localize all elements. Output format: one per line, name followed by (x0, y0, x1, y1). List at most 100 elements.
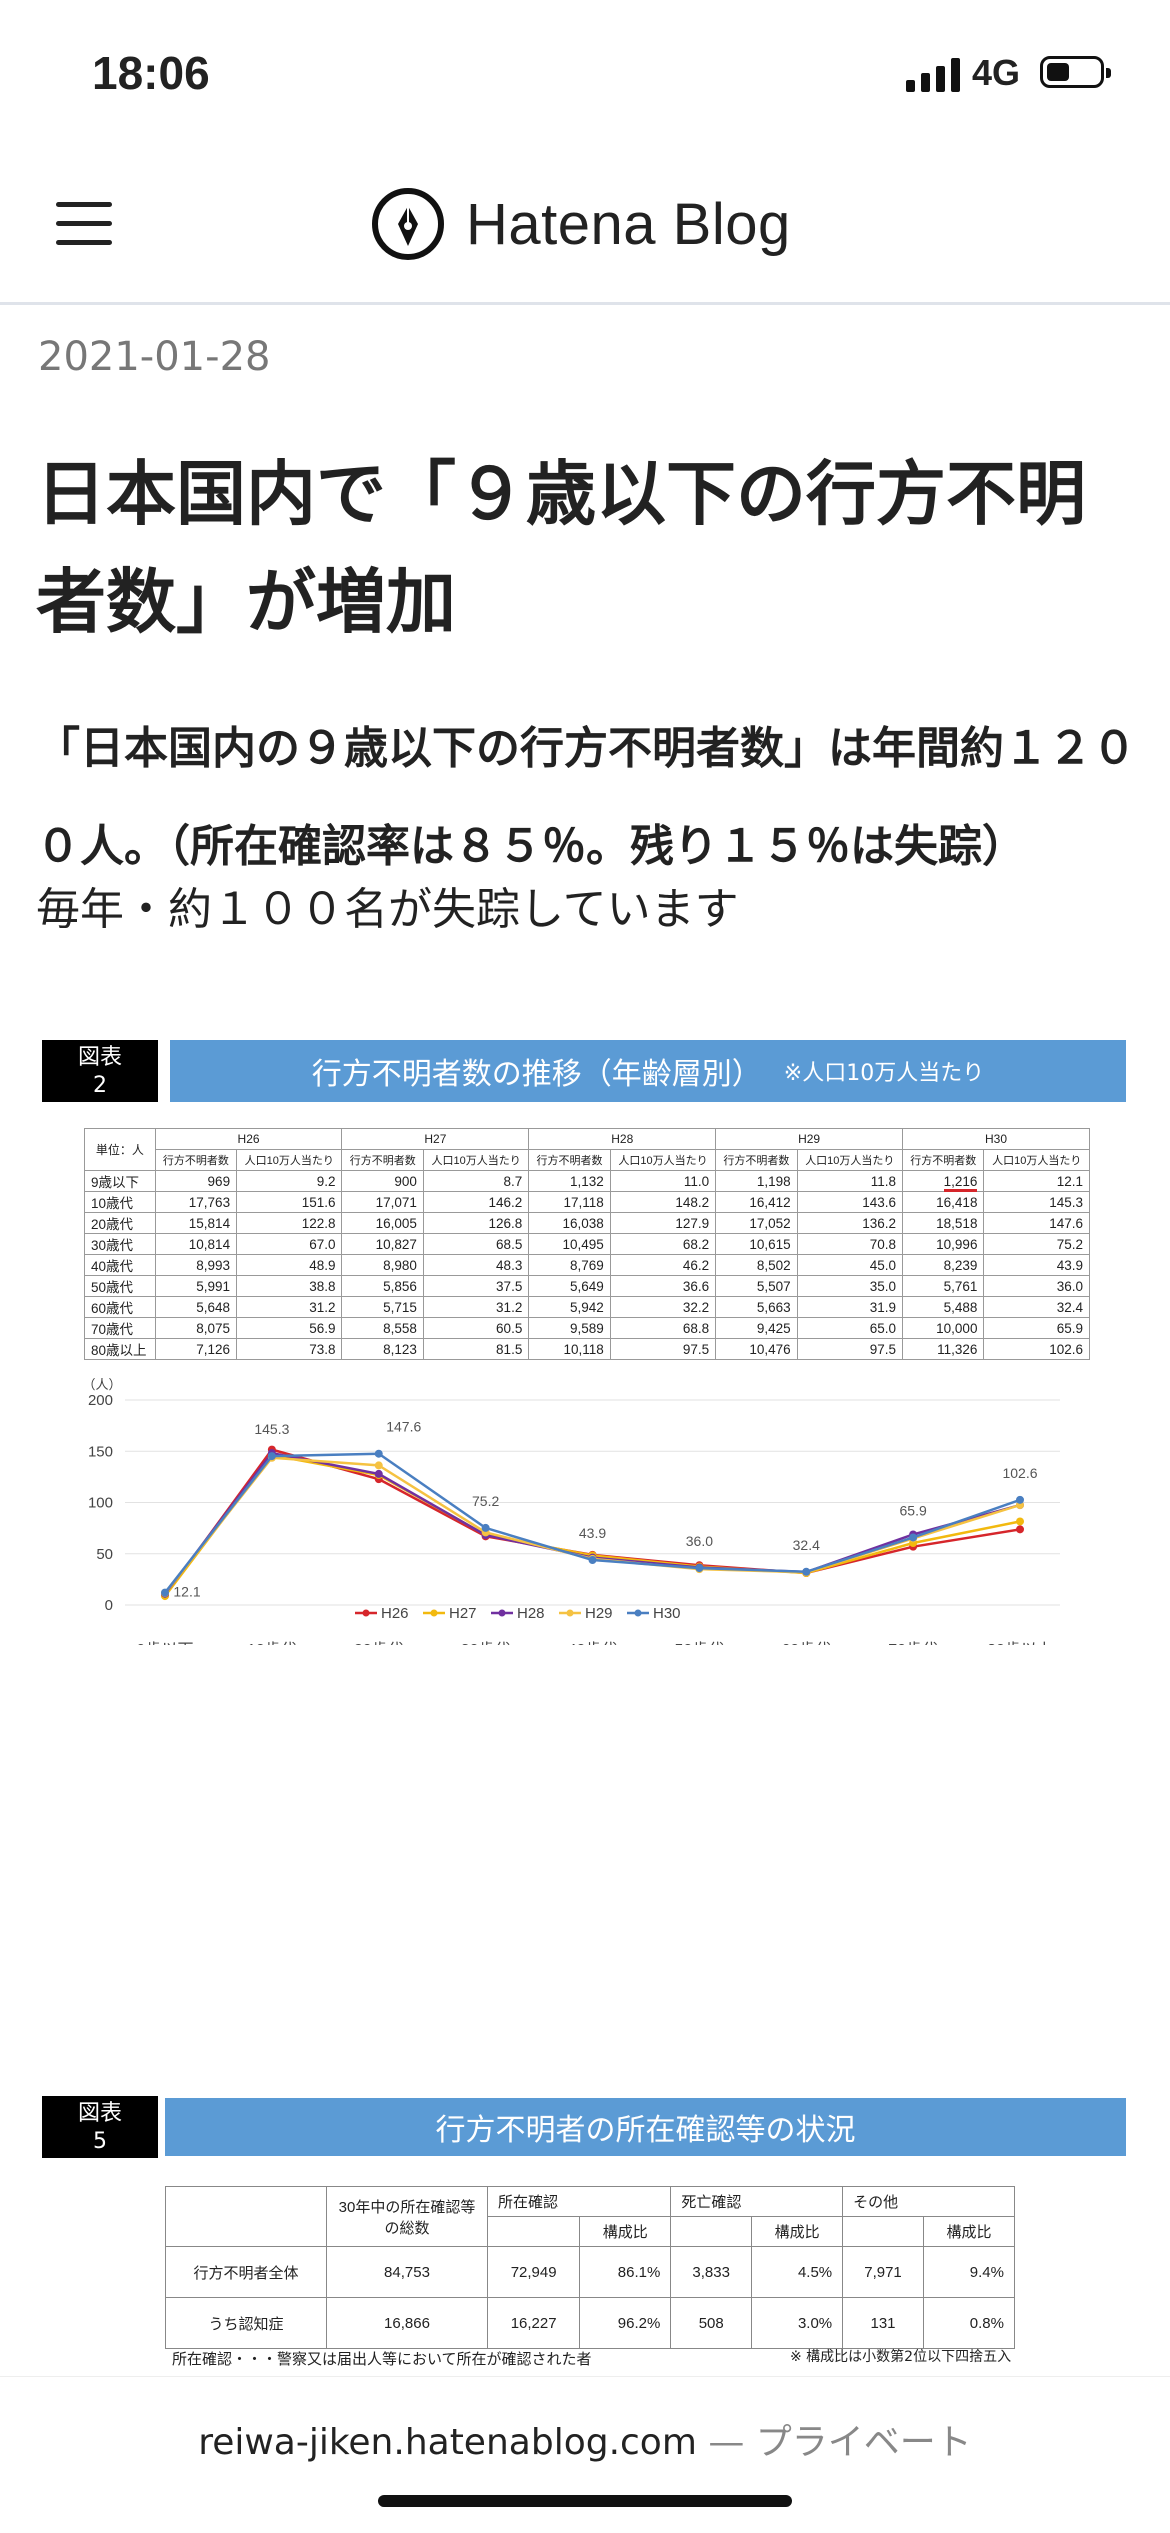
table-cell: 8,502 (715, 1254, 798, 1276)
cell-value: 8.7 (503, 1173, 523, 1189)
table-cell: 10,000 (902, 1317, 985, 1339)
cell-value: 65.0 (869, 1320, 897, 1336)
table-cell: 11,326 (902, 1338, 985, 1360)
table-cell: 143.6 (796, 1191, 904, 1213)
data-point-H30 (909, 1533, 918, 1542)
cell-value: 68.8 (682, 1320, 710, 1336)
footer-url[interactable]: reiwa-jiken.hatenablog.com (198, 2422, 697, 2463)
cell-value: 11.0 (683, 1173, 710, 1189)
x-tick-label: 50歳代 (674, 1641, 724, 1645)
data-point-H30 (161, 1588, 169, 1597)
table-cell: 8,769 (528, 1254, 611, 1276)
data-label: 43.9 (579, 1525, 606, 1541)
table-cell: 10,615 (715, 1233, 798, 1255)
x-tick-label: 9歳以下 (137, 1641, 194, 1645)
cell-value: 31.9 (869, 1299, 897, 1315)
table-cell: 17,763 (154, 1191, 238, 1213)
cell-value: 900 (394, 1173, 417, 1189)
table-cell: 10,476 (715, 1338, 798, 1360)
cell-value: 97.5 (869, 1341, 897, 1357)
figure-5-label: 図表 5 (42, 2096, 158, 2158)
table-cell: 48.9 (236, 1254, 343, 1276)
table-cell: 97.5 (796, 1338, 904, 1360)
cell-value: 102.6 (1049, 1341, 1083, 1357)
cell: 9.4% (922, 2246, 1016, 2298)
figure-label-line2: 2 (93, 1073, 107, 1098)
data-point-H30 (695, 1564, 704, 1573)
data-point-H30 (802, 1567, 811, 1576)
table-cell: 16,418 (902, 1191, 985, 1213)
head-ratio: 構成比 (922, 2216, 1016, 2247)
x-tick-label: 10歳代 (247, 1641, 297, 1645)
status-time: 18:06 (92, 47, 210, 99)
table-cell: 67.0 (236, 1233, 343, 1255)
table-cell: 46.2 (609, 1254, 717, 1276)
table-cell: 1,216 (902, 1170, 985, 1192)
cell-value: 10,118 (563, 1341, 604, 1357)
head-confirmed: 所在確認 (486, 2186, 672, 2217)
cell-value: 5,648 (196, 1299, 231, 1315)
cell: 86.1% (579, 2246, 672, 2298)
year-header: H26 (154, 1128, 343, 1150)
x-tick-label: 40歳代 (568, 1641, 618, 1645)
head-ratio: 構成比 (751, 2216, 844, 2247)
cell-value: 8,239 (943, 1257, 978, 1273)
head-other: その他 (842, 2186, 1015, 2217)
legend-label: H28 (517, 1605, 545, 1622)
data-point-H29 (374, 1461, 383, 1470)
pen-nib-icon (372, 188, 444, 260)
table-row: 9歳以下 969 9.2 900 8.7 1,132 11.0 1,198 11.8 1,216 1… (84, 1170, 1090, 1192)
subheader: 人口10万人当たり (609, 1149, 717, 1171)
data-point-H30 (374, 1449, 383, 1458)
legend-label: H30 (653, 1605, 681, 1622)
figure-5-note-right: ※ 構成比は小数第2位以下四捨五入 (790, 2349, 1012, 2365)
age-label: 20歳代 (84, 1212, 156, 1234)
table-cell: 969 (154, 1170, 238, 1192)
table-row: 30歳代 10,814 67.0 10,827 68.5 10,495 68.2 10,615… (84, 1233, 1090, 1255)
table-row: 行方不明者全体 84,753 72,949 86.1% 3,833 4.5% 7… (165, 2246, 1016, 2298)
table-cell: 127.9 (609, 1212, 717, 1234)
cell-value: 8,558 (383, 1320, 417, 1336)
cell: 131 (842, 2297, 924, 2349)
cell-value: 37.5 (496, 1278, 523, 1294)
table-cell: 18,518 (902, 1212, 985, 1234)
cell-value: 5,991 (196, 1278, 231, 1294)
legend-marker-H29 (566, 1609, 574, 1617)
table-cell: 900 (341, 1170, 424, 1192)
table-cell: 75.2 (983, 1233, 1090, 1255)
table-cell: 1,132 (528, 1170, 611, 1192)
table-cell: 31.9 (796, 1296, 904, 1318)
year-header: H27 (341, 1128, 530, 1150)
table-cell: 65.9 (983, 1317, 1090, 1339)
cell-value: 122.8 (301, 1215, 336, 1231)
table-cell: 5,507 (715, 1275, 798, 1297)
unit-label: 単位：人 (84, 1128, 156, 1171)
table-row: 60歳代 5,648 31.2 5,715 31.2 5,942 32.2 5,663 31.9… (84, 1296, 1090, 1318)
year-header: H28 (528, 1128, 717, 1150)
hatena-blog-logo[interactable]: Hatena Blog (372, 188, 791, 260)
home-indicator[interactable] (378, 2495, 792, 2507)
table-cell: 65.0 (796, 1317, 904, 1339)
legend-marker-H27 (430, 1609, 438, 1617)
age-label: 9歳以下 (84, 1170, 156, 1192)
figure-5-banner: 行方不明者の所在確認等の状況 (165, 2098, 1126, 2156)
legend-marker-H26 (362, 1609, 370, 1617)
table-cell: 8.7 (422, 1170, 530, 1192)
table-cell: 147.6 (983, 1212, 1090, 1234)
cell-value: 127.9 (675, 1215, 710, 1231)
cell-value: 32.2 (682, 1299, 710, 1315)
table-cell: 8,558 (341, 1317, 424, 1339)
cell-value: 45.0 (869, 1257, 897, 1273)
year-header: H29 (715, 1128, 904, 1150)
table-cell: 5,991 (154, 1275, 238, 1297)
table-cell: 1,198 (715, 1170, 798, 1192)
cell-value: 81.5 (496, 1341, 523, 1357)
table-cell: 10,827 (341, 1233, 424, 1255)
hamburger-menu-button[interactable] (56, 202, 112, 248)
figure-label-line2: 5 (93, 2129, 107, 2154)
x-tick-label: 20歳代 (354, 1641, 404, 1645)
cell: 72,949 (486, 2246, 581, 2298)
data-point-H30 (1016, 1495, 1024, 1504)
lead-bold-text: 「日本国内の９歳以下の行方不明者数」は年間約１２００人。（所在確認率は８５％。残… (36, 723, 1136, 872)
footer-url-bar[interactable]: reiwa-jiken.hatenablog.com — プライベート (0, 2413, 1170, 2465)
